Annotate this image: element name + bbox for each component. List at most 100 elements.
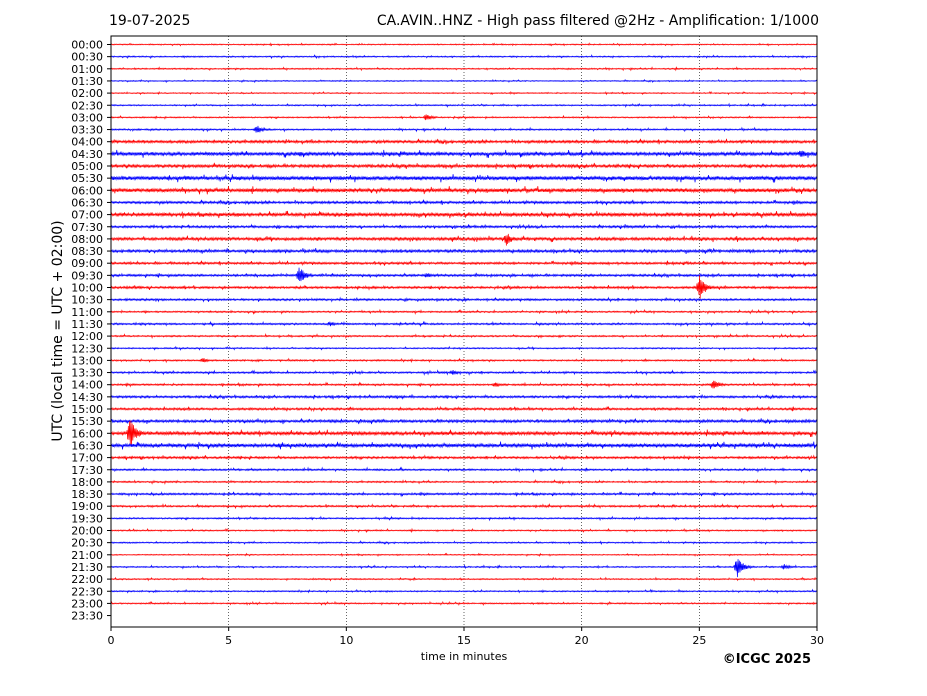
- y-tick-label: 09:00: [71, 257, 103, 270]
- y-axis-label: UTC (local time = UTC + 02:00): [50, 220, 66, 441]
- trace-line: [110, 138, 818, 145]
- trace-line: [110, 320, 818, 328]
- x-axis-label: time in minutes: [421, 650, 508, 663]
- trace-line: [110, 296, 818, 303]
- y-tick-label: 10:00: [71, 282, 103, 295]
- y-tick-label: 04:30: [71, 148, 103, 161]
- trace-line: [110, 199, 818, 206]
- y-tick-label: 22:30: [71, 585, 103, 598]
- trace-line: [110, 420, 818, 446]
- y-tick-label: 11:00: [71, 306, 103, 319]
- x-axis-ticks: 0 5 10 15 20 25 30: [108, 627, 824, 647]
- trace-line: [110, 466, 818, 473]
- y-tick-label: 07:00: [71, 209, 103, 222]
- y-tick-label: 10:30: [71, 294, 103, 307]
- y-tick-label: 04:00: [71, 136, 103, 149]
- y-tick-label: 22:00: [71, 573, 103, 586]
- y-tick-label: 02:00: [71, 87, 103, 100]
- y-tick-label: 23:00: [71, 597, 103, 610]
- y-tick-label: 21:30: [71, 561, 103, 574]
- y-tick-label: 13:30: [71, 367, 103, 380]
- trace-line: [110, 576, 818, 582]
- trace-line: [110, 125, 818, 133]
- trace-line: [110, 54, 818, 60]
- y-tick-label: 02:30: [71, 99, 103, 112]
- y-axis-ticks: 00:0000:3001:0001:3002:0002:3003:0003:30…: [71, 39, 111, 623]
- trace-line: [110, 333, 818, 340]
- trace-line: [110, 42, 818, 47]
- trace-line: [110, 149, 818, 158]
- trace-line: [110, 540, 818, 546]
- trace-line: [110, 267, 818, 282]
- x-tick-label: 5: [225, 634, 232, 647]
- chart-title: CA.AVIN..HNZ - High pass filtered @2Hz -…: [377, 13, 819, 29]
- y-tick-label: 06:00: [71, 184, 103, 197]
- trace-line: [110, 275, 818, 299]
- trace-line: [110, 114, 818, 121]
- trace-line: [110, 600, 818, 606]
- x-tick-label: 25: [692, 634, 706, 647]
- y-tick-label: 15:30: [71, 415, 103, 428]
- y-tick-label: 00:00: [71, 39, 103, 52]
- trace-line: [110, 380, 818, 389]
- y-tick-label: 15:00: [71, 403, 103, 416]
- x-tick-label: 10: [339, 634, 353, 647]
- x-tick-label: 15: [457, 634, 471, 647]
- trace-line: [110, 186, 818, 195]
- y-tick-label: 18:00: [71, 476, 103, 489]
- trace-line: [110, 503, 818, 510]
- trace-line: [110, 223, 818, 230]
- y-tick-label: 19:00: [71, 500, 103, 513]
- y-tick-label: 07:30: [71, 221, 103, 234]
- trace-line: [110, 308, 818, 315]
- x-tick-label: 30: [810, 634, 824, 647]
- y-tick-label: 05:00: [71, 160, 103, 173]
- y-tick-label: 03:30: [71, 124, 103, 137]
- trace-line: [110, 490, 818, 498]
- trace-line: [110, 552, 818, 558]
- trace-line: [110, 357, 818, 364]
- y-tick-label: 00:30: [71, 51, 103, 64]
- y-tick-label: 20:00: [71, 525, 103, 538]
- y-tick-label: 13:00: [71, 354, 103, 367]
- trace-rows: [110, 42, 818, 606]
- y-tick-label: 08:00: [71, 233, 103, 246]
- date-label: 19-07-2025: [109, 13, 190, 29]
- y-tick-label: 18:30: [71, 488, 103, 501]
- trace-line: [110, 78, 818, 84]
- trace-line: [110, 233, 818, 246]
- y-tick-label: 14:00: [71, 379, 103, 392]
- trace-line: [110, 90, 818, 96]
- y-tick-label: 12:00: [71, 330, 103, 343]
- y-tick-label: 01:00: [71, 63, 103, 76]
- trace-line: [110, 527, 818, 534]
- trace-line: [110, 454, 818, 461]
- y-tick-label: 01:30: [71, 75, 103, 88]
- y-tick-label: 16:00: [71, 427, 103, 440]
- trace-line: [110, 559, 818, 578]
- trace-line: [110, 478, 818, 485]
- trace-line: [110, 210, 818, 219]
- y-tick-label: 17:00: [71, 452, 103, 465]
- trace-line: [110, 259, 818, 267]
- y-tick-label: 21:00: [71, 549, 103, 562]
- trace-line: [110, 418, 818, 425]
- plot-frame: [110, 35, 818, 628]
- trace-line: [110, 405, 818, 413]
- trace-line: [110, 102, 818, 108]
- x-tick-label: 20: [575, 634, 589, 647]
- y-tick-label: 16:30: [71, 439, 103, 452]
- trace-line: [110, 393, 818, 400]
- x-tick-label: 0: [108, 634, 115, 647]
- y-tick-label: 09:30: [71, 269, 103, 282]
- trace-line: [110, 369, 818, 376]
- trace-line: [110, 441, 818, 450]
- y-tick-label: 23:30: [71, 610, 103, 623]
- y-tick-label: 05:30: [71, 172, 103, 185]
- trace-line: [110, 515, 818, 522]
- y-tick-label: 11:30: [71, 318, 103, 331]
- y-tick-label: 03:00: [71, 111, 103, 124]
- copyright-label: ©ICGC 2025: [723, 652, 811, 667]
- trace-line: [110, 66, 818, 72]
- trace-line: [110, 162, 818, 170]
